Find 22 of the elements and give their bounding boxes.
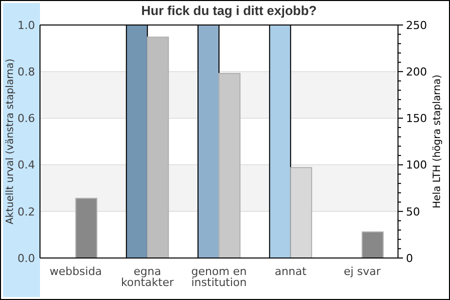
y-tick-label: 0.8 [18,65,35,78]
x-tick-label: webbsida [50,265,102,278]
x-tick-label: ej svar [344,265,382,278]
y2-tick-label: 250 [406,18,427,32]
y-tick-label: 0.2 [18,205,35,218]
y2-axis-title: Hela LTH (högra staplarna) [432,74,443,208]
y-tick-label: 0.6 [18,112,35,126]
y2-tick-label: 100 [406,158,427,172]
y2-tick-label: 50 [406,205,420,218]
y-tick-label: 0.0 [18,252,35,265]
bar [75,198,98,258]
y2-tick-label: 200 [406,65,427,78]
chart-title: Hur fick du tag i ditt exjobb? [141,3,317,18]
x-tick-label: genom en institution [191,265,247,289]
y2-tick-label: 150 [406,112,427,126]
y-tick-label: 1.0 [18,18,35,32]
x-tick-label: annat [274,265,308,278]
bar [362,231,384,258]
x-tick-label: egna kontakter [121,265,174,289]
y-axis-title: Aktuellt urval (vänstra staplarna) [5,58,16,224]
y2-tick-label: 0 [406,252,413,265]
y-tick-label: 0.4 [18,158,35,172]
